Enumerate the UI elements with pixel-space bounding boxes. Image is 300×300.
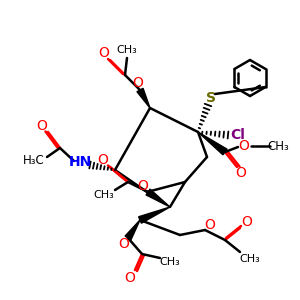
- Polygon shape: [146, 189, 170, 207]
- Text: CH₃: CH₃: [94, 190, 114, 200]
- Text: HN: HN: [68, 155, 92, 169]
- Text: H₃C: H₃C: [23, 154, 45, 166]
- Text: O: O: [205, 218, 215, 232]
- Text: Cl: Cl: [231, 128, 245, 142]
- Text: CH₃: CH₃: [240, 254, 260, 264]
- Text: O: O: [236, 166, 246, 180]
- Text: CH₃: CH₃: [117, 45, 137, 55]
- Polygon shape: [139, 207, 170, 223]
- Text: S: S: [206, 91, 216, 105]
- Text: O: O: [118, 237, 129, 251]
- Polygon shape: [198, 132, 227, 155]
- Polygon shape: [125, 220, 140, 240]
- Text: O: O: [37, 119, 47, 133]
- Text: O: O: [98, 153, 108, 167]
- Polygon shape: [137, 88, 150, 108]
- Text: O: O: [138, 179, 148, 193]
- Text: O: O: [238, 139, 249, 153]
- Text: CH₃: CH₃: [160, 257, 180, 267]
- Text: O: O: [99, 46, 110, 60]
- Text: CH₃: CH₃: [267, 140, 289, 152]
- Text: O: O: [133, 76, 143, 90]
- Text: O: O: [242, 215, 252, 229]
- Text: O: O: [124, 271, 135, 285]
